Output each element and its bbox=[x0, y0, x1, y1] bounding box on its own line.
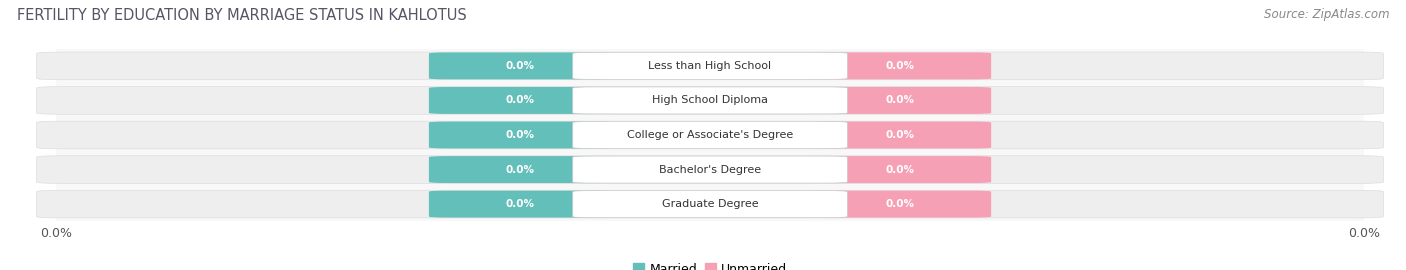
FancyBboxPatch shape bbox=[808, 156, 991, 183]
Text: 0.0%: 0.0% bbox=[506, 164, 534, 175]
Text: 0.0%: 0.0% bbox=[886, 164, 914, 175]
FancyBboxPatch shape bbox=[572, 122, 848, 148]
FancyBboxPatch shape bbox=[808, 122, 991, 148]
Text: FERTILITY BY EDUCATION BY MARRIAGE STATUS IN KAHLOTUS: FERTILITY BY EDUCATION BY MARRIAGE STATU… bbox=[17, 8, 467, 23]
FancyBboxPatch shape bbox=[429, 87, 612, 114]
FancyBboxPatch shape bbox=[808, 191, 991, 218]
Text: 0.0%: 0.0% bbox=[506, 61, 534, 71]
Text: 0.0%: 0.0% bbox=[886, 95, 914, 106]
FancyBboxPatch shape bbox=[572, 191, 848, 218]
Text: Source: ZipAtlas.com: Source: ZipAtlas.com bbox=[1264, 8, 1389, 21]
Text: High School Diploma: High School Diploma bbox=[652, 95, 768, 106]
Text: Less than High School: Less than High School bbox=[648, 61, 772, 71]
FancyBboxPatch shape bbox=[808, 52, 991, 79]
FancyBboxPatch shape bbox=[429, 156, 612, 183]
FancyBboxPatch shape bbox=[37, 190, 1384, 218]
Text: 0.0%: 0.0% bbox=[506, 199, 534, 209]
FancyBboxPatch shape bbox=[37, 52, 1384, 80]
FancyBboxPatch shape bbox=[572, 87, 848, 114]
Text: 0.0%: 0.0% bbox=[506, 95, 534, 106]
FancyBboxPatch shape bbox=[572, 52, 848, 79]
FancyBboxPatch shape bbox=[37, 156, 1384, 183]
Text: Graduate Degree: Graduate Degree bbox=[662, 199, 758, 209]
FancyBboxPatch shape bbox=[37, 121, 1384, 149]
FancyBboxPatch shape bbox=[429, 122, 612, 148]
FancyBboxPatch shape bbox=[808, 87, 991, 114]
Text: 0.0%: 0.0% bbox=[886, 130, 914, 140]
Text: 0.0%: 0.0% bbox=[886, 61, 914, 71]
FancyBboxPatch shape bbox=[429, 52, 612, 79]
FancyBboxPatch shape bbox=[37, 87, 1384, 114]
Text: 0.0%: 0.0% bbox=[886, 199, 914, 209]
Text: 0.0%: 0.0% bbox=[506, 130, 534, 140]
Legend: Married, Unmarried: Married, Unmarried bbox=[628, 258, 792, 270]
Text: College or Associate's Degree: College or Associate's Degree bbox=[627, 130, 793, 140]
Text: Bachelor's Degree: Bachelor's Degree bbox=[659, 164, 761, 175]
FancyBboxPatch shape bbox=[572, 156, 848, 183]
FancyBboxPatch shape bbox=[429, 191, 612, 218]
